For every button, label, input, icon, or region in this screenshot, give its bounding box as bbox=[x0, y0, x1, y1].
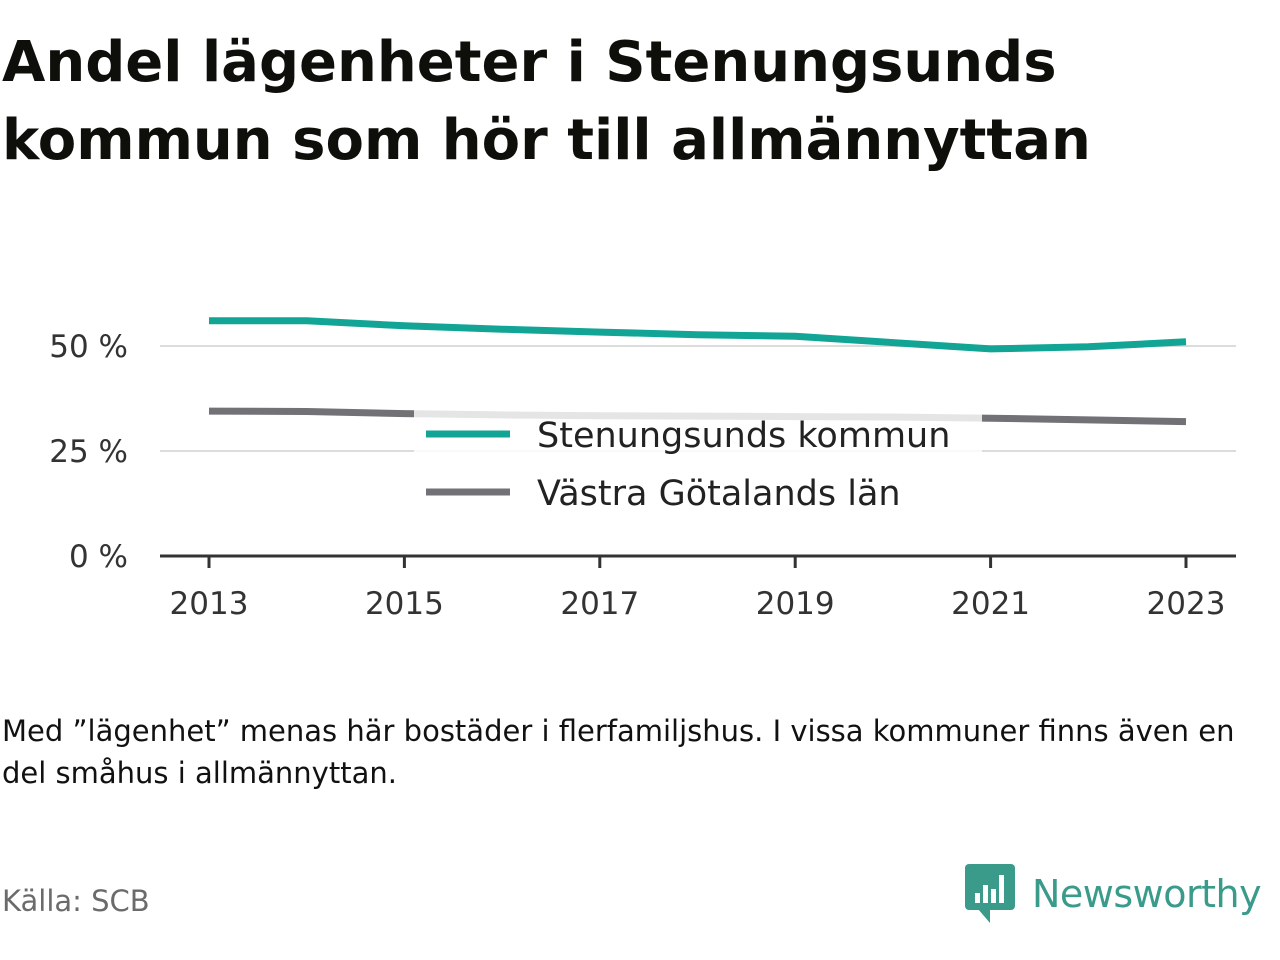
legend-background bbox=[414, 404, 982, 526]
chart-note: Med ”lägenhet” menas här bostäder i fler… bbox=[2, 714, 1235, 790]
brand-name: Newsworthy bbox=[1032, 872, 1262, 916]
x-tick-label: 2019 bbox=[756, 586, 835, 622]
axes: 0 % 25 % 50 % 2013 2015 2017 2019 2021 2023 bbox=[49, 329, 1236, 622]
line-chart: 0 % 25 % 50 % 2013 2015 2017 2019 2021 2023 Sten… bbox=[49, 317, 1236, 622]
brand-logo: Newsworthy bbox=[964, 862, 1262, 926]
newsworthy-logo-icon bbox=[965, 864, 1015, 923]
x-tick-label: 2015 bbox=[365, 586, 444, 622]
legend: Stenungsunds kommun Västra Götalands län bbox=[414, 404, 982, 526]
x-tick-label: 2021 bbox=[951, 586, 1030, 622]
x-tick-label: 2023 bbox=[1147, 586, 1226, 622]
y-tick-label: 25 % bbox=[49, 434, 128, 470]
y-tick-label: 50 % bbox=[49, 329, 128, 365]
y-tick-label: 0 % bbox=[69, 539, 128, 575]
x-tick-label: 2013 bbox=[170, 586, 249, 622]
source-label: Källa: SCB bbox=[2, 884, 150, 918]
legend-label: Västra Götalands län bbox=[537, 474, 901, 514]
series-line-1 bbox=[209, 317, 1187, 353]
x-tick-label: 2017 bbox=[560, 586, 639, 622]
chart-title: Andel lägenheter i Stenungsunds kommun s… bbox=[2, 30, 1091, 173]
legend-label: Stenungsunds kommun bbox=[537, 416, 950, 456]
